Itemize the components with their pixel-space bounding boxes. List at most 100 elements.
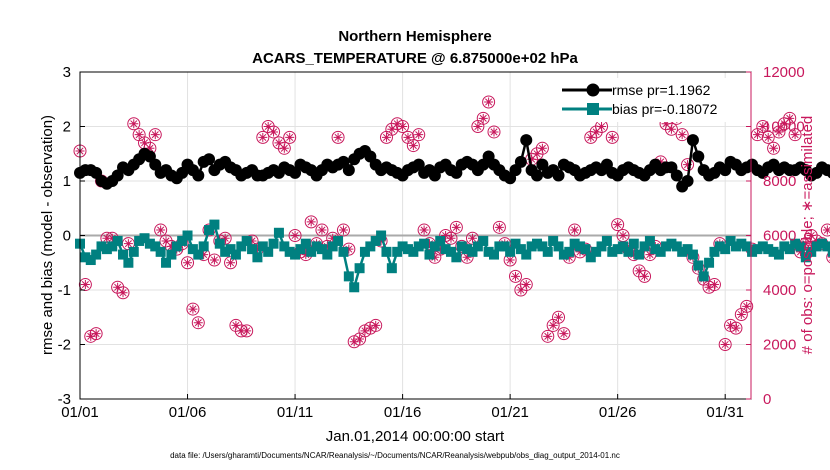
bias-point bbox=[510, 238, 521, 249]
possible-obs-marker bbox=[385, 122, 399, 136]
bias-point bbox=[800, 252, 811, 263]
possible-obs-marker bbox=[369, 318, 383, 332]
bias-point bbox=[263, 246, 274, 257]
assimilated-obs-marker bbox=[306, 217, 316, 227]
bias-point bbox=[607, 246, 618, 257]
assimilated-obs-marker bbox=[263, 122, 273, 131]
assimilated-obs-marker bbox=[661, 119, 671, 129]
possible-obs-marker bbox=[675, 128, 689, 142]
possible-obs-marker bbox=[396, 120, 410, 133]
assimilated-obs-marker bbox=[424, 239, 434, 249]
possible-obs-marker bbox=[417, 223, 431, 237]
assimilated-obs-marker bbox=[274, 138, 284, 148]
assimilated-obs-marker bbox=[134, 130, 144, 140]
bias-point bbox=[187, 244, 198, 255]
rmse-point bbox=[531, 169, 544, 182]
assimilated-obs-marker bbox=[720, 340, 730, 349]
possible-obs-marker bbox=[154, 223, 168, 237]
bias-point bbox=[198, 241, 209, 252]
bias-point bbox=[408, 246, 419, 257]
bias-point bbox=[322, 249, 333, 260]
bias-point bbox=[376, 230, 387, 241]
right-y-tick-label: 2000 bbox=[763, 337, 796, 354]
assimilated-obs-marker bbox=[441, 231, 451, 240]
bias-point bbox=[354, 263, 365, 274]
right-y-tick-label: 4000 bbox=[763, 282, 796, 299]
bias-point bbox=[327, 241, 338, 252]
assimilated-obs-marker bbox=[527, 154, 537, 164]
assimilated-obs-marker bbox=[408, 141, 418, 151]
assimilated-obs-marker bbox=[591, 127, 601, 137]
bias-point bbox=[139, 233, 150, 244]
assimilated-obs-marker bbox=[322, 241, 332, 251]
assimilated-obs-marker bbox=[269, 127, 279, 137]
bias-point bbox=[182, 230, 193, 241]
bias-point bbox=[230, 249, 241, 260]
footnote: data file: /Users/gharamti/Documents/NCA… bbox=[170, 451, 620, 460]
bias-point bbox=[161, 257, 172, 268]
possible-obs-marker bbox=[267, 125, 281, 139]
bias-point bbox=[118, 249, 129, 260]
bias-point bbox=[714, 241, 725, 252]
possible-obs-marker bbox=[482, 95, 496, 109]
bias-point bbox=[290, 249, 301, 260]
assimilated-obs-marker bbox=[220, 233, 230, 243]
possible-obs-marker bbox=[541, 329, 555, 343]
bias-point bbox=[736, 238, 747, 249]
assimilated-obs-marker bbox=[683, 160, 693, 170]
possible-obs-marker bbox=[116, 286, 130, 300]
assimilated-obs-marker bbox=[666, 124, 676, 134]
assimilated-obs-marker bbox=[398, 122, 408, 131]
possible-obs-marker bbox=[89, 327, 103, 341]
possible-obs-marker bbox=[530, 147, 544, 161]
possible-obs-marker bbox=[638, 269, 652, 283]
bias-point bbox=[564, 246, 575, 257]
bias-point bbox=[392, 246, 403, 257]
possible-obs-marker bbox=[820, 223, 830, 237]
assimilated-obs-marker bbox=[414, 130, 424, 140]
assimilated-obs-marker bbox=[161, 236, 171, 246]
rmse-point bbox=[520, 134, 533, 147]
left-y-axis-ticks: -3 -2 -1 0 1 2 3 bbox=[58, 64, 85, 408]
possible-obs-marker bbox=[788, 128, 802, 142]
assimilated-obs-marker bbox=[365, 323, 375, 333]
assimilated-obs-marker bbox=[123, 239, 133, 249]
assimilated-obs-marker bbox=[537, 143, 547, 153]
possible-obs-marker bbox=[336, 223, 350, 237]
x-axis-label: Jan.01,2014 00:00:00 start bbox=[326, 428, 505, 445]
left-y-tick-label: 1 bbox=[63, 173, 71, 190]
assimilated-obs-marker bbox=[640, 271, 650, 281]
assimilated-obs-marker bbox=[140, 138, 150, 148]
possible-obs-marker bbox=[315, 223, 329, 237]
assimilated-obs-marker bbox=[607, 132, 617, 142]
assimilated-obs-marker bbox=[129, 119, 139, 129]
bias-point bbox=[553, 241, 564, 252]
possible-obs-marker bbox=[557, 327, 571, 341]
bias-point bbox=[790, 238, 801, 249]
bias-point bbox=[220, 246, 231, 257]
assimilated-obs-marker bbox=[516, 285, 526, 295]
bias-series bbox=[75, 219, 830, 293]
possible-obs-marker bbox=[632, 264, 646, 278]
possible-obs-marker bbox=[584, 130, 598, 144]
assimilated-obs-marker bbox=[779, 119, 789, 129]
bias-point bbox=[752, 244, 763, 255]
bias-point bbox=[257, 241, 268, 252]
possible-obs-marker bbox=[804, 229, 818, 242]
assimilated-obs-marker bbox=[387, 124, 397, 134]
assimilated-obs-marker bbox=[338, 225, 348, 235]
possible-obs-marker bbox=[509, 269, 523, 283]
bias-point bbox=[704, 257, 715, 268]
assimilated-obs-marker bbox=[634, 266, 644, 276]
possible-obs-marker bbox=[492, 220, 506, 234]
assimilated-obs-marker bbox=[629, 250, 639, 260]
bias-point bbox=[370, 235, 381, 246]
bias-point bbox=[402, 244, 413, 255]
assimilated-obs-marker bbox=[118, 288, 128, 298]
bias-point bbox=[634, 249, 645, 260]
possible-obs-marker bbox=[756, 120, 770, 133]
bias-point bbox=[542, 246, 553, 257]
assimilated-obs-marker bbox=[333, 132, 343, 142]
legend-bias-marker bbox=[587, 103, 599, 115]
possible-obs-marker bbox=[681, 158, 695, 172]
